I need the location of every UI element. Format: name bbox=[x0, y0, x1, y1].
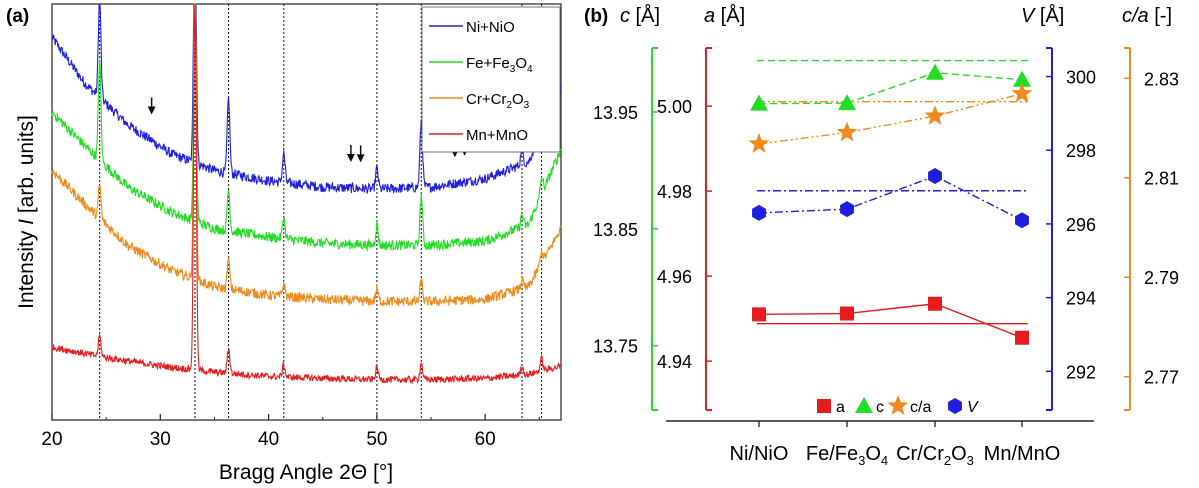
legend-a-box bbox=[421, 6, 561, 153]
category-labels: Ni/NiO Fe/Fe3O4 Cr/Cr2O3 Mn/MnO bbox=[730, 421, 1061, 468]
y-tick-label-c: 13.95 bbox=[593, 103, 638, 123]
marker-star bbox=[887, 395, 909, 415]
plot-frame-a bbox=[51, 3, 562, 421]
y-axis-title: Intensity I [arb. units] bbox=[15, 115, 38, 309]
legend-b: a c c/a V bbox=[817, 395, 979, 416]
xrd-trace-line bbox=[51, 3, 562, 194]
y-tick-label-V: 296 bbox=[1066, 215, 1096, 235]
series-line-V bbox=[758, 175, 1023, 221]
x-tick-label: 50 bbox=[366, 429, 387, 450]
series-line-c bbox=[758, 71, 1023, 105]
x-tick-label: 60 bbox=[475, 429, 496, 450]
marker-triangle bbox=[1013, 70, 1031, 87]
marker-star bbox=[924, 105, 946, 125]
marker-square bbox=[817, 399, 831, 413]
legend-b-label: c bbox=[876, 399, 884, 416]
x-tick-label: 40 bbox=[258, 429, 279, 450]
y-tick-label-c: 13.75 bbox=[593, 337, 638, 357]
marker-triangle bbox=[855, 397, 873, 413]
y-axis-title-ca: c/a [-] bbox=[1122, 5, 1172, 27]
x-tick-label: 30 bbox=[150, 429, 171, 450]
y-tick-label-c: 13.85 bbox=[593, 220, 638, 240]
panel-b-label: (b) bbox=[584, 6, 608, 27]
marker-square bbox=[928, 296, 942, 311]
reference-lines-b bbox=[757, 59, 1028, 325]
xrd-trace-line bbox=[51, 3, 562, 252]
marker-triangle bbox=[838, 94, 856, 111]
marker-star bbox=[748, 132, 770, 153]
y-tick-label-ca: 2.77 bbox=[1144, 368, 1179, 388]
marker-triangle bbox=[750, 94, 768, 111]
marker-hexagon bbox=[840, 201, 854, 218]
x-tick-label: 20 bbox=[41, 429, 62, 450]
y-tick-label-V: 292 bbox=[1066, 362, 1096, 382]
xrd-traces bbox=[51, 3, 562, 385]
legend-b-label: a bbox=[836, 399, 845, 416]
marker-hexagon bbox=[752, 204, 766, 221]
legend-a: Ni+NiO Fe+Fe3O4 Cr+Cr2O3 Mn+MnO bbox=[421, 6, 561, 153]
y-tick-label-a: 5.00 bbox=[657, 97, 692, 117]
series-line-ca bbox=[758, 93, 1023, 145]
x-axis-ticks: 20 30 40 50 60 bbox=[41, 414, 540, 450]
y-tick-label-ca: 2.79 bbox=[1144, 268, 1179, 288]
peak-arrow-head bbox=[147, 106, 156, 115]
category-label: Fe/Fe3O4 bbox=[806, 443, 888, 468]
y-axis-title-c: c [Å] bbox=[620, 4, 660, 27]
y-axis-title-V: V [Å] bbox=[1021, 4, 1064, 27]
series-line-a bbox=[758, 303, 1023, 339]
y-tick-label-a: 4.96 bbox=[657, 267, 692, 287]
lattice-series bbox=[748, 63, 1033, 345]
y-tick-label-ca: 2.81 bbox=[1144, 169, 1179, 189]
xrd-trace-line bbox=[51, 3, 562, 307]
y-tick-label-V: 298 bbox=[1066, 141, 1096, 161]
marker-hexagon bbox=[1015, 212, 1029, 229]
multi-y-axes: 13.75 13.85 13.95 c [Å] 4.94 4.96 4.98 5.00 a [Å… bbox=[593, 4, 1179, 411]
marker-star bbox=[1011, 82, 1033, 103]
y-tick-label-V: 300 bbox=[1066, 68, 1096, 88]
marker-hexagon bbox=[928, 168, 942, 185]
marker-square bbox=[1015, 330, 1029, 345]
panel-a-label: (a) bbox=[6, 6, 29, 27]
xrd-trace-line bbox=[51, 3, 562, 385]
legend-label: Ni+NiO bbox=[466, 19, 515, 36]
marker-star bbox=[836, 121, 858, 142]
legend-label: Mn+MnO bbox=[466, 127, 528, 144]
marker-hexagon bbox=[948, 398, 962, 414]
legend-label: Cr+Cr2O3 bbox=[466, 91, 530, 111]
legend-label: Fe+Fe3O4 bbox=[466, 55, 533, 75]
peak-arrow-head bbox=[346, 154, 355, 163]
panel-a-xrd-chart: (a) 20 30 40 50 60 Bragg Angle 2Θ [°] Intens… bbox=[6, 3, 562, 484]
marker-triangle bbox=[926, 63, 944, 80]
y-tick-label-a: 4.98 bbox=[657, 182, 692, 202]
category-label: Cr/Cr2O3 bbox=[896, 443, 974, 468]
y-axis-title-a: a [Å] bbox=[704, 4, 745, 27]
category-label: Ni/NiO bbox=[730, 443, 789, 465]
y-tick-label-V: 294 bbox=[1066, 289, 1096, 309]
y-tick-label-a: 4.94 bbox=[657, 352, 692, 372]
peak-arrow-head bbox=[356, 154, 365, 163]
y-tick-label-ca: 2.83 bbox=[1144, 69, 1179, 89]
panel-b-lattice-chart: (b) 13.75 13.85 13.95 c [Å] 4.94 4.96 4.98 5.00… bbox=[584, 4, 1179, 468]
legend-b-label: c/a bbox=[910, 399, 931, 416]
marker-square bbox=[752, 307, 766, 322]
category-label: Mn/MnO bbox=[984, 443, 1061, 465]
legend-b-label: V bbox=[967, 399, 979, 416]
marker-square bbox=[840, 306, 854, 321]
x-axis-title: Bragg Angle 2Θ [°] bbox=[219, 461, 393, 484]
